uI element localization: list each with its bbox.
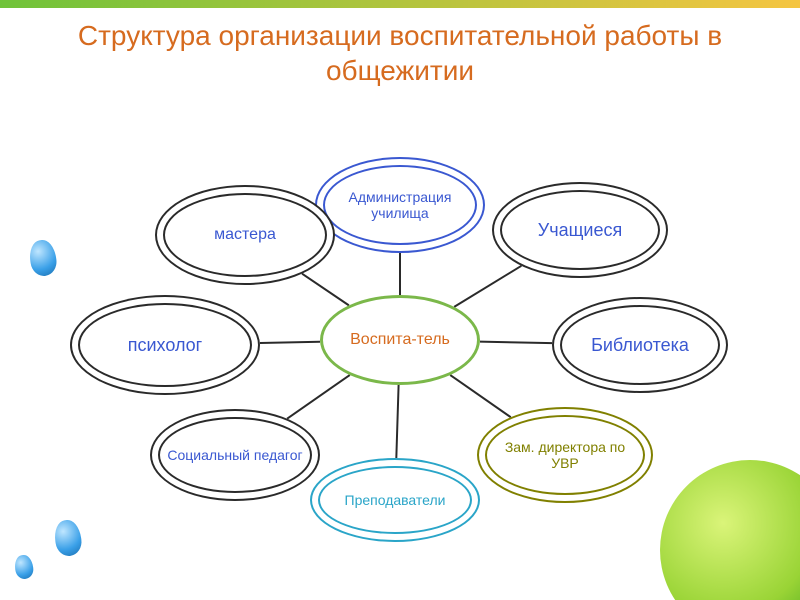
node-label: Библиотека: [591, 335, 689, 356]
edge: [287, 375, 350, 419]
node-label: мастера: [214, 226, 276, 244]
node-teachers: Преподаватели: [310, 458, 480, 542]
node-inner: Зам. директора по УВР: [485, 415, 645, 495]
edge: [260, 342, 320, 343]
node-social: Социальный педагог: [150, 409, 320, 501]
node-admin: Администрация училища: [315, 157, 485, 253]
node-inner: Учащиеся: [500, 190, 660, 270]
node-label: Администрация училища: [331, 189, 469, 221]
node-inner: психолог: [78, 303, 252, 387]
edge: [454, 266, 521, 307]
node-label: Воспита-тель: [350, 331, 450, 349]
edge: [396, 385, 398, 458]
node-label: Учащиеся: [538, 220, 622, 241]
node-inner: Библиотека: [560, 305, 720, 385]
node-zam: Зам. директора по УВР: [477, 407, 653, 503]
node-label: Социальный педагог: [167, 447, 302, 463]
node-inner: Преподаватели: [318, 466, 472, 534]
node-psych: психолог: [70, 295, 260, 395]
center-node: Воспита-тель: [320, 295, 480, 385]
node-students: Учащиеся: [492, 182, 668, 278]
node-inner: Социальный педагог: [158, 417, 312, 493]
node-inner: Администрация училища: [323, 165, 477, 245]
node-label: психолог: [128, 335, 203, 356]
node-inner: мастера: [163, 193, 327, 277]
edge: [450, 375, 511, 417]
node-label: Преподаватели: [345, 492, 446, 508]
edge: [302, 274, 349, 306]
node-library: Библиотека: [552, 297, 728, 393]
node-masters: мастера: [155, 185, 335, 285]
diagram-canvas: Структура организации воспитательной раб…: [0, 0, 800, 600]
node-label: Зам. директора по УВР: [493, 439, 637, 471]
edge: [480, 342, 552, 344]
